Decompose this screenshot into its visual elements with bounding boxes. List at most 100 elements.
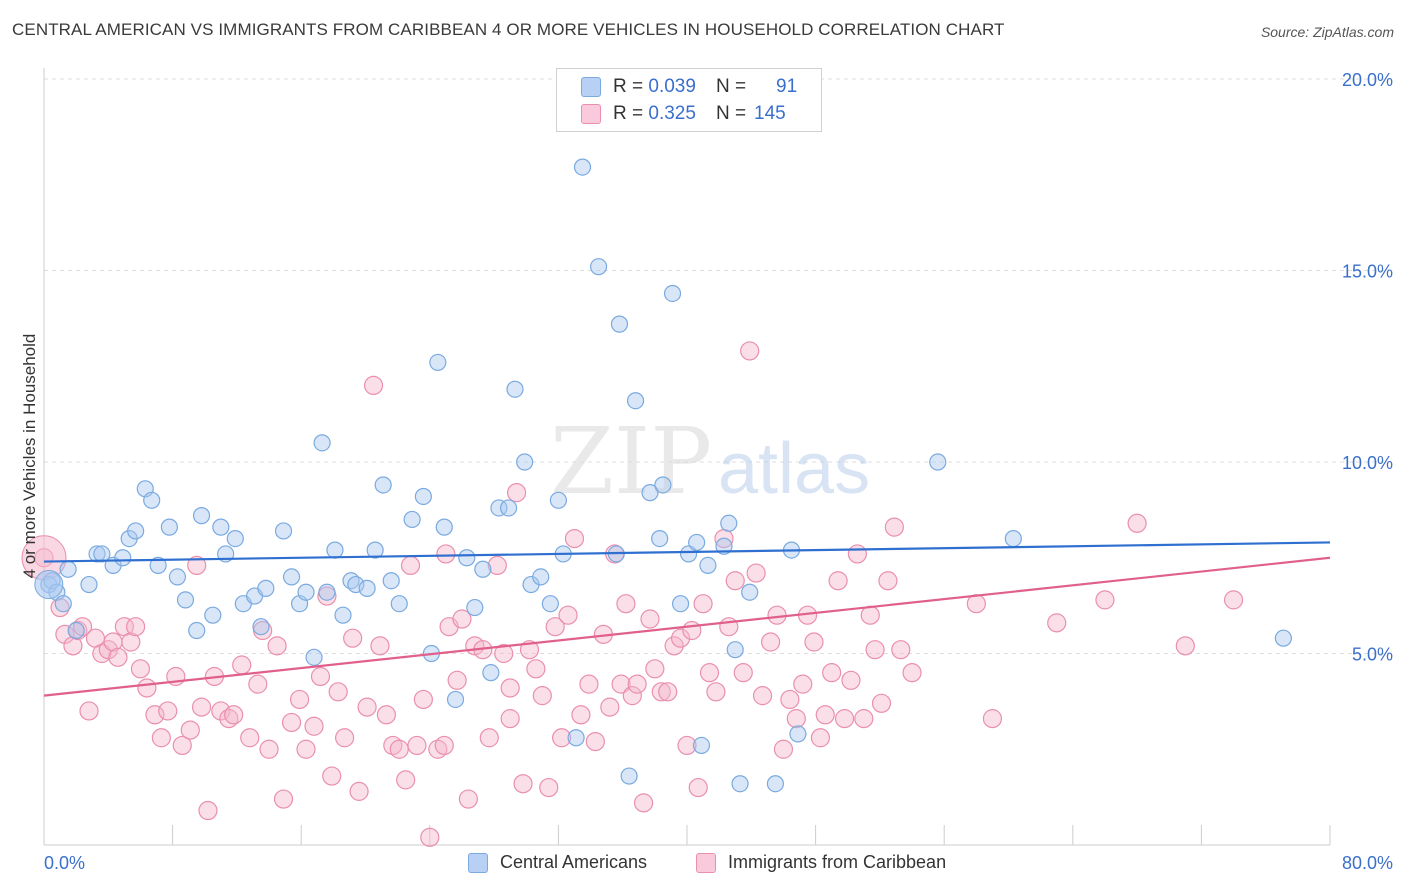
data-point	[257, 579, 275, 597]
data-point	[151, 728, 171, 748]
legend-r-value: 0.325	[648, 103, 696, 124]
data-point	[780, 689, 800, 710]
data-point	[80, 575, 98, 594]
data-point	[789, 725, 807, 743]
data-point	[328, 682, 348, 702]
legend-r-label: R =	[613, 76, 644, 97]
chart-title: CENTRAL AMERICAN VS IMMIGRANTS FROM CARI…	[12, 20, 1005, 39]
watermark: ZIP atlas	[550, 408, 870, 515]
legend-item-central-americans: Central Americans	[468, 852, 647, 873]
watermark-atlas: atlas	[718, 429, 870, 509]
data-point	[357, 697, 377, 717]
data-point	[532, 568, 550, 586]
data-point	[396, 770, 416, 790]
data-point	[349, 781, 369, 801]
data-point	[226, 529, 244, 548]
data-point	[541, 595, 559, 613]
data-point	[296, 739, 316, 759]
data-point	[282, 568, 301, 586]
data-point	[671, 595, 690, 613]
data-point	[67, 621, 85, 640]
series-central-americans	[34, 158, 1292, 793]
data-point	[1175, 636, 1195, 656]
data-point	[240, 728, 260, 748]
data-point	[466, 598, 484, 617]
legend-swatch-blue	[581, 77, 601, 97]
data-point	[137, 678, 157, 698]
data-point	[414, 487, 432, 506]
trend-line-immigrants-from-caribbean	[43, 556, 1331, 697]
data-point	[458, 789, 478, 809]
data-point	[382, 572, 400, 590]
data-point	[626, 392, 645, 410]
data-point	[149, 556, 167, 575]
data-point	[516, 453, 534, 471]
data-point	[804, 632, 824, 652]
legend-r-label: R =	[613, 103, 644, 124]
data-point	[865, 640, 885, 660]
data-point	[334, 606, 352, 624]
data-point	[815, 705, 835, 725]
data-point	[297, 583, 315, 601]
data-point	[519, 640, 540, 660]
data-point	[513, 774, 533, 794]
data-point	[88, 545, 106, 563]
data-point	[318, 583, 336, 601]
data-point	[611, 674, 631, 694]
data-point	[413, 689, 433, 710]
data-point	[335, 728, 355, 748]
data-point	[507, 483, 527, 503]
data-point	[313, 434, 331, 452]
data-point	[693, 594, 713, 614]
data-point	[651, 682, 671, 702]
data-point	[616, 594, 636, 614]
data-point	[585, 731, 605, 752]
data-point	[212, 518, 230, 536]
legend-item-immigrants-from-caribbean: Immigrants from Caribbean	[696, 852, 946, 873]
data-point	[436, 544, 456, 564]
data-point	[651, 529, 669, 548]
data-point	[740, 341, 760, 361]
data-point	[145, 705, 165, 725]
trend-line-central-americans	[43, 541, 1331, 563]
y-axis-label: 4 or more Vehicles in Household	[20, 333, 39, 579]
data-point	[114, 549, 132, 567]
data-point	[793, 674, 813, 694]
data-point	[506, 380, 524, 398]
legend-n-label: N =	[715, 103, 747, 124]
data-point	[63, 636, 83, 656]
legend-r-value: 0.039	[648, 76, 696, 97]
grid-lines	[44, 78, 1390, 654]
data-point	[929, 453, 947, 471]
data-point	[126, 617, 146, 637]
data-point	[188, 621, 206, 640]
data-point	[343, 628, 363, 648]
data-point	[281, 712, 302, 733]
data-point	[322, 766, 342, 786]
data-point	[474, 560, 492, 578]
y-tick-label: 5.0%	[1352, 645, 1393, 665]
data-point	[841, 670, 861, 690]
data-point	[274, 522, 293, 540]
data-point	[121, 632, 141, 652]
data-point	[168, 568, 187, 586]
data-point	[1095, 590, 1115, 610]
data-point	[1274, 629, 1292, 647]
data-point	[633, 793, 654, 813]
data-point	[317, 586, 337, 606]
data-point	[539, 777, 559, 798]
data-point	[130, 659, 151, 679]
data-point	[108, 647, 128, 667]
data-point	[834, 709, 855, 729]
data-point	[1127, 513, 1147, 533]
data-point	[435, 518, 453, 536]
data-point	[1223, 590, 1244, 610]
data-point	[682, 620, 702, 641]
data-point	[545, 617, 565, 637]
data-point	[645, 659, 665, 679]
data-point	[458, 549, 476, 567]
watermark-zip: ZIP	[550, 408, 712, 515]
data-point	[370, 636, 390, 656]
legend-n-label: N =	[715, 76, 747, 97]
